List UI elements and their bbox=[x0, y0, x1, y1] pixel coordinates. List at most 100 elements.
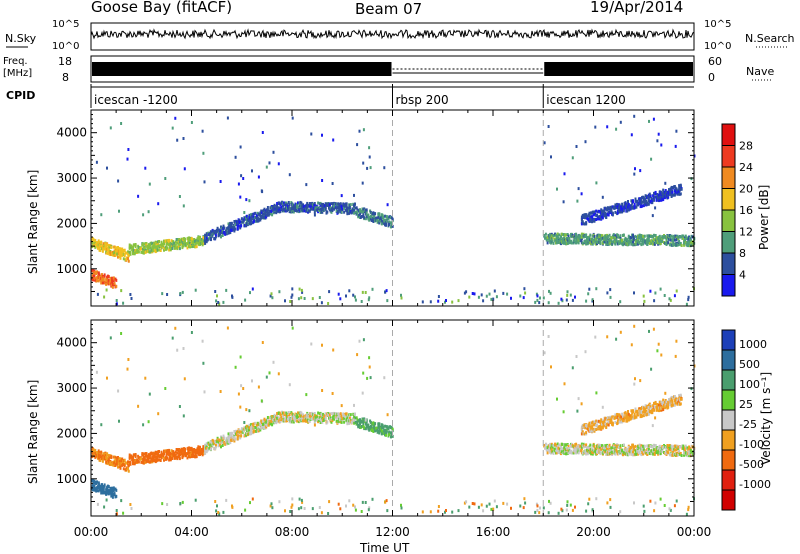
echo-cell bbox=[570, 239, 572, 243]
echo-cell bbox=[662, 398, 665, 402]
echo-cell bbox=[269, 294, 272, 298]
echo-cell bbox=[204, 233, 207, 237]
echo-cell bbox=[91, 451, 94, 455]
echo-cell bbox=[597, 443, 600, 447]
echo-cell bbox=[168, 240, 171, 244]
echo-cell bbox=[227, 440, 230, 444]
echo-cell bbox=[343, 210, 346, 214]
echo-cell bbox=[119, 466, 122, 470]
echo-cell bbox=[536, 294, 539, 298]
echo-cell bbox=[615, 416, 618, 420]
echo-cell bbox=[276, 414, 279, 418]
echo-cell bbox=[230, 221, 233, 225]
echo-cell bbox=[592, 423, 595, 427]
echo-cell bbox=[335, 209, 338, 213]
echo-cell bbox=[287, 415, 290, 419]
echo-cell bbox=[214, 445, 217, 449]
echo-cell bbox=[105, 246, 108, 250]
echo-cell bbox=[586, 446, 588, 450]
echo-cell bbox=[334, 412, 337, 416]
echo-cell bbox=[689, 448, 692, 452]
echo-cell bbox=[557, 236, 560, 240]
echo-cell bbox=[238, 218, 241, 222]
echo-cell bbox=[597, 209, 600, 213]
echo-cell bbox=[560, 235, 562, 239]
echo-cell bbox=[609, 288, 612, 292]
echo-cell bbox=[643, 299, 646, 303]
echo-cell bbox=[111, 276, 114, 280]
echo-cell bbox=[593, 420, 596, 424]
colorbar-swatch bbox=[722, 188, 735, 210]
echo-cell bbox=[270, 292, 273, 296]
echo-cell bbox=[114, 246, 117, 250]
echo-cell bbox=[627, 241, 630, 245]
echo-cell bbox=[595, 181, 598, 185]
echo-cell bbox=[611, 240, 614, 244]
echo-cell bbox=[643, 199, 646, 203]
echo-cell bbox=[133, 462, 136, 466]
echo-cell bbox=[587, 217, 590, 221]
echo-cell bbox=[298, 287, 301, 291]
echo-cell bbox=[604, 237, 607, 241]
echo-cell bbox=[353, 211, 356, 215]
echo-cell bbox=[346, 416, 349, 420]
echo-cell bbox=[680, 244, 683, 247]
echo-cell bbox=[688, 449, 691, 453]
echo-cell bbox=[227, 432, 230, 436]
echo-cell bbox=[302, 203, 304, 207]
echo-cell bbox=[111, 280, 114, 284]
echo-cell bbox=[321, 133, 323, 137]
echo-cell bbox=[322, 202, 325, 206]
echo-cell bbox=[199, 235, 201, 239]
echo-cell bbox=[685, 302, 688, 306]
echo-cell bbox=[268, 161, 271, 165]
echo-cell bbox=[321, 210, 324, 214]
echo-cell bbox=[599, 233, 602, 237]
echo-cell bbox=[122, 257, 125, 261]
echo-cell bbox=[172, 450, 175, 454]
echo-cell bbox=[610, 207, 613, 211]
echo-cell bbox=[359, 212, 361, 216]
echo-cell bbox=[587, 449, 590, 453]
echo-cell bbox=[353, 418, 356, 422]
echo-cell bbox=[369, 166, 372, 170]
echo-cell bbox=[364, 217, 367, 221]
echo-cell bbox=[348, 415, 351, 419]
echo-cell bbox=[554, 237, 557, 241]
echo-cell bbox=[273, 210, 276, 214]
echo-cell bbox=[642, 414, 645, 418]
echo-cell bbox=[580, 218, 583, 222]
date-title: 19/Apr/2014 bbox=[590, 0, 683, 16]
colorbar-swatch bbox=[722, 145, 735, 167]
echo-cell bbox=[543, 444, 546, 447]
echo-cell bbox=[353, 193, 355, 197]
echo-cell bbox=[637, 235, 640, 239]
echo-cell bbox=[360, 300, 363, 303]
echo-cell bbox=[280, 205, 283, 209]
echo-cell bbox=[245, 223, 248, 227]
echo-cell bbox=[140, 250, 143, 254]
echo-cell bbox=[550, 155, 552, 159]
echo-cell bbox=[676, 189, 679, 193]
echo-cell bbox=[675, 446, 678, 450]
echo-cell bbox=[687, 295, 690, 299]
echo-cell bbox=[169, 248, 172, 252]
echo-cell bbox=[591, 447, 593, 451]
echo-cell bbox=[362, 161, 365, 165]
echo-cell bbox=[227, 438, 230, 442]
echo-cell bbox=[674, 234, 677, 238]
echo-cell bbox=[123, 458, 126, 462]
echo-cell bbox=[580, 222, 583, 226]
echo-cell bbox=[328, 290, 331, 294]
echo-cell bbox=[276, 204, 279, 208]
echo-cell bbox=[226, 116, 229, 120]
echo-cell bbox=[194, 453, 197, 457]
echo-cell bbox=[599, 452, 602, 456]
echo-cell bbox=[634, 167, 636, 171]
echo-cell bbox=[343, 420, 346, 424]
noise-right-label: N.Search bbox=[745, 32, 795, 45]
echo-cell bbox=[555, 451, 558, 455]
echo-cell bbox=[208, 236, 211, 240]
echo-cell bbox=[331, 209, 334, 212]
